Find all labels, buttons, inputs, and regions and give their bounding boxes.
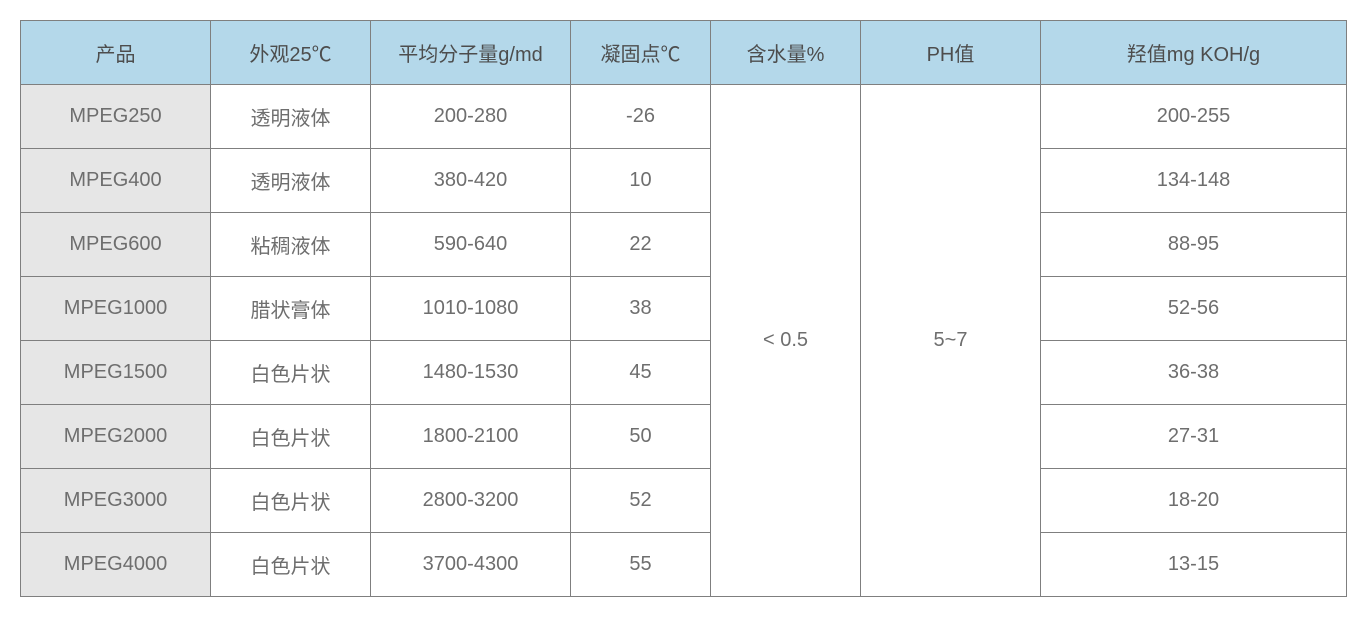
table-row: MPEG400透明液体380-42010 134-148 bbox=[21, 149, 1347, 213]
cell-freeze: 38 bbox=[571, 277, 711, 341]
cell-ph: 5~7 bbox=[861, 85, 1041, 597]
cell-product: MPEG250 bbox=[21, 85, 211, 149]
cell-appearance: 白色片状 bbox=[211, 405, 371, 469]
cell-mw: 1800-2100 bbox=[371, 405, 571, 469]
cell-hydroxyl: 27-31 bbox=[1041, 405, 1347, 469]
cell-appearance: 透明液体 bbox=[211, 85, 371, 149]
col-header-mw: 平均分子量g/md bbox=[371, 21, 571, 85]
cell-mw: 2800-3200 bbox=[371, 469, 571, 533]
col-header-hydroxyl: 羟值mg KOH/g bbox=[1041, 21, 1347, 85]
cell-appearance: 透明液体 bbox=[211, 149, 371, 213]
cell-water-content: < 0.5 bbox=[711, 85, 861, 597]
cell-hydroxyl: 18-20 bbox=[1041, 469, 1347, 533]
cell-appearance: 白色片状 bbox=[211, 533, 371, 597]
cell-hydroxyl: 200-255 bbox=[1041, 85, 1347, 149]
cell-product: MPEG3000 bbox=[21, 469, 211, 533]
col-header-product: 产品 bbox=[21, 21, 211, 85]
mpeg-spec-table: 产品 外观25℃ 平均分子量g/md 凝固点℃ 含水量% PH值 羟值mg KO… bbox=[20, 20, 1347, 597]
table-body: MPEG250透明液体200-280-26< 0.55~7200-255MPEG… bbox=[21, 85, 1347, 597]
table-row: MPEG250透明液体200-280-26< 0.55~7200-255 bbox=[21, 85, 1347, 149]
cell-freeze: 45 bbox=[571, 341, 711, 405]
cell-mw: 590-640 bbox=[371, 213, 571, 277]
cell-freeze: 52 bbox=[571, 469, 711, 533]
cell-product: MPEG1000 bbox=[21, 277, 211, 341]
cell-product: MPEG400 bbox=[21, 149, 211, 213]
cell-appearance: 白色片状 bbox=[211, 341, 371, 405]
cell-appearance: 腊状膏体 bbox=[211, 277, 371, 341]
col-header-appearance: 外观25℃ bbox=[211, 21, 371, 85]
cell-freeze: 10 bbox=[571, 149, 711, 213]
col-header-ph: PH值 bbox=[861, 21, 1041, 85]
cell-freeze: -26 bbox=[571, 85, 711, 149]
cell-product: MPEG4000 bbox=[21, 533, 211, 597]
table-header: 产品 外观25℃ 平均分子量g/md 凝固点℃ 含水量% PH值 羟值mg KO… bbox=[21, 21, 1347, 85]
cell-mw: 3700-4300 bbox=[371, 533, 571, 597]
cell-product: MPEG1500 bbox=[21, 341, 211, 405]
cell-hydroxyl: 134-148 bbox=[1041, 149, 1347, 213]
cell-product: MPEG600 bbox=[21, 213, 211, 277]
cell-mw: 380-420 bbox=[371, 149, 571, 213]
table-row: MPEG3000白色片状2800-320052 18-20 bbox=[21, 469, 1347, 533]
cell-freeze: 50 bbox=[571, 405, 711, 469]
cell-appearance: 白色片状 bbox=[211, 469, 371, 533]
table-row: MPEG4000白色片状3700-430055 13-15 bbox=[21, 533, 1347, 597]
table-row: MPEG2000白色片状1800-210050 27-31 bbox=[21, 405, 1347, 469]
col-header-water: 含水量% bbox=[711, 21, 861, 85]
table-row: MPEG1000腊状膏体1010-108038 52-56 bbox=[21, 277, 1347, 341]
cell-freeze: 22 bbox=[571, 213, 711, 277]
col-header-freeze: 凝固点℃ bbox=[571, 21, 711, 85]
table-row: MPEG600粘稠液体590-64022 88-95 bbox=[21, 213, 1347, 277]
cell-freeze: 55 bbox=[571, 533, 711, 597]
cell-hydroxyl: 52-56 bbox=[1041, 277, 1347, 341]
cell-mw: 200-280 bbox=[371, 85, 571, 149]
cell-product: MPEG2000 bbox=[21, 405, 211, 469]
cell-appearance: 粘稠液体 bbox=[211, 213, 371, 277]
cell-mw: 1010-1080 bbox=[371, 277, 571, 341]
cell-hydroxyl: 13-15 bbox=[1041, 533, 1347, 597]
cell-mw: 1480-1530 bbox=[371, 341, 571, 405]
table-row: MPEG1500白色片状1480-153045 36-38 bbox=[21, 341, 1347, 405]
cell-hydroxyl: 36-38 bbox=[1041, 341, 1347, 405]
cell-hydroxyl: 88-95 bbox=[1041, 213, 1347, 277]
